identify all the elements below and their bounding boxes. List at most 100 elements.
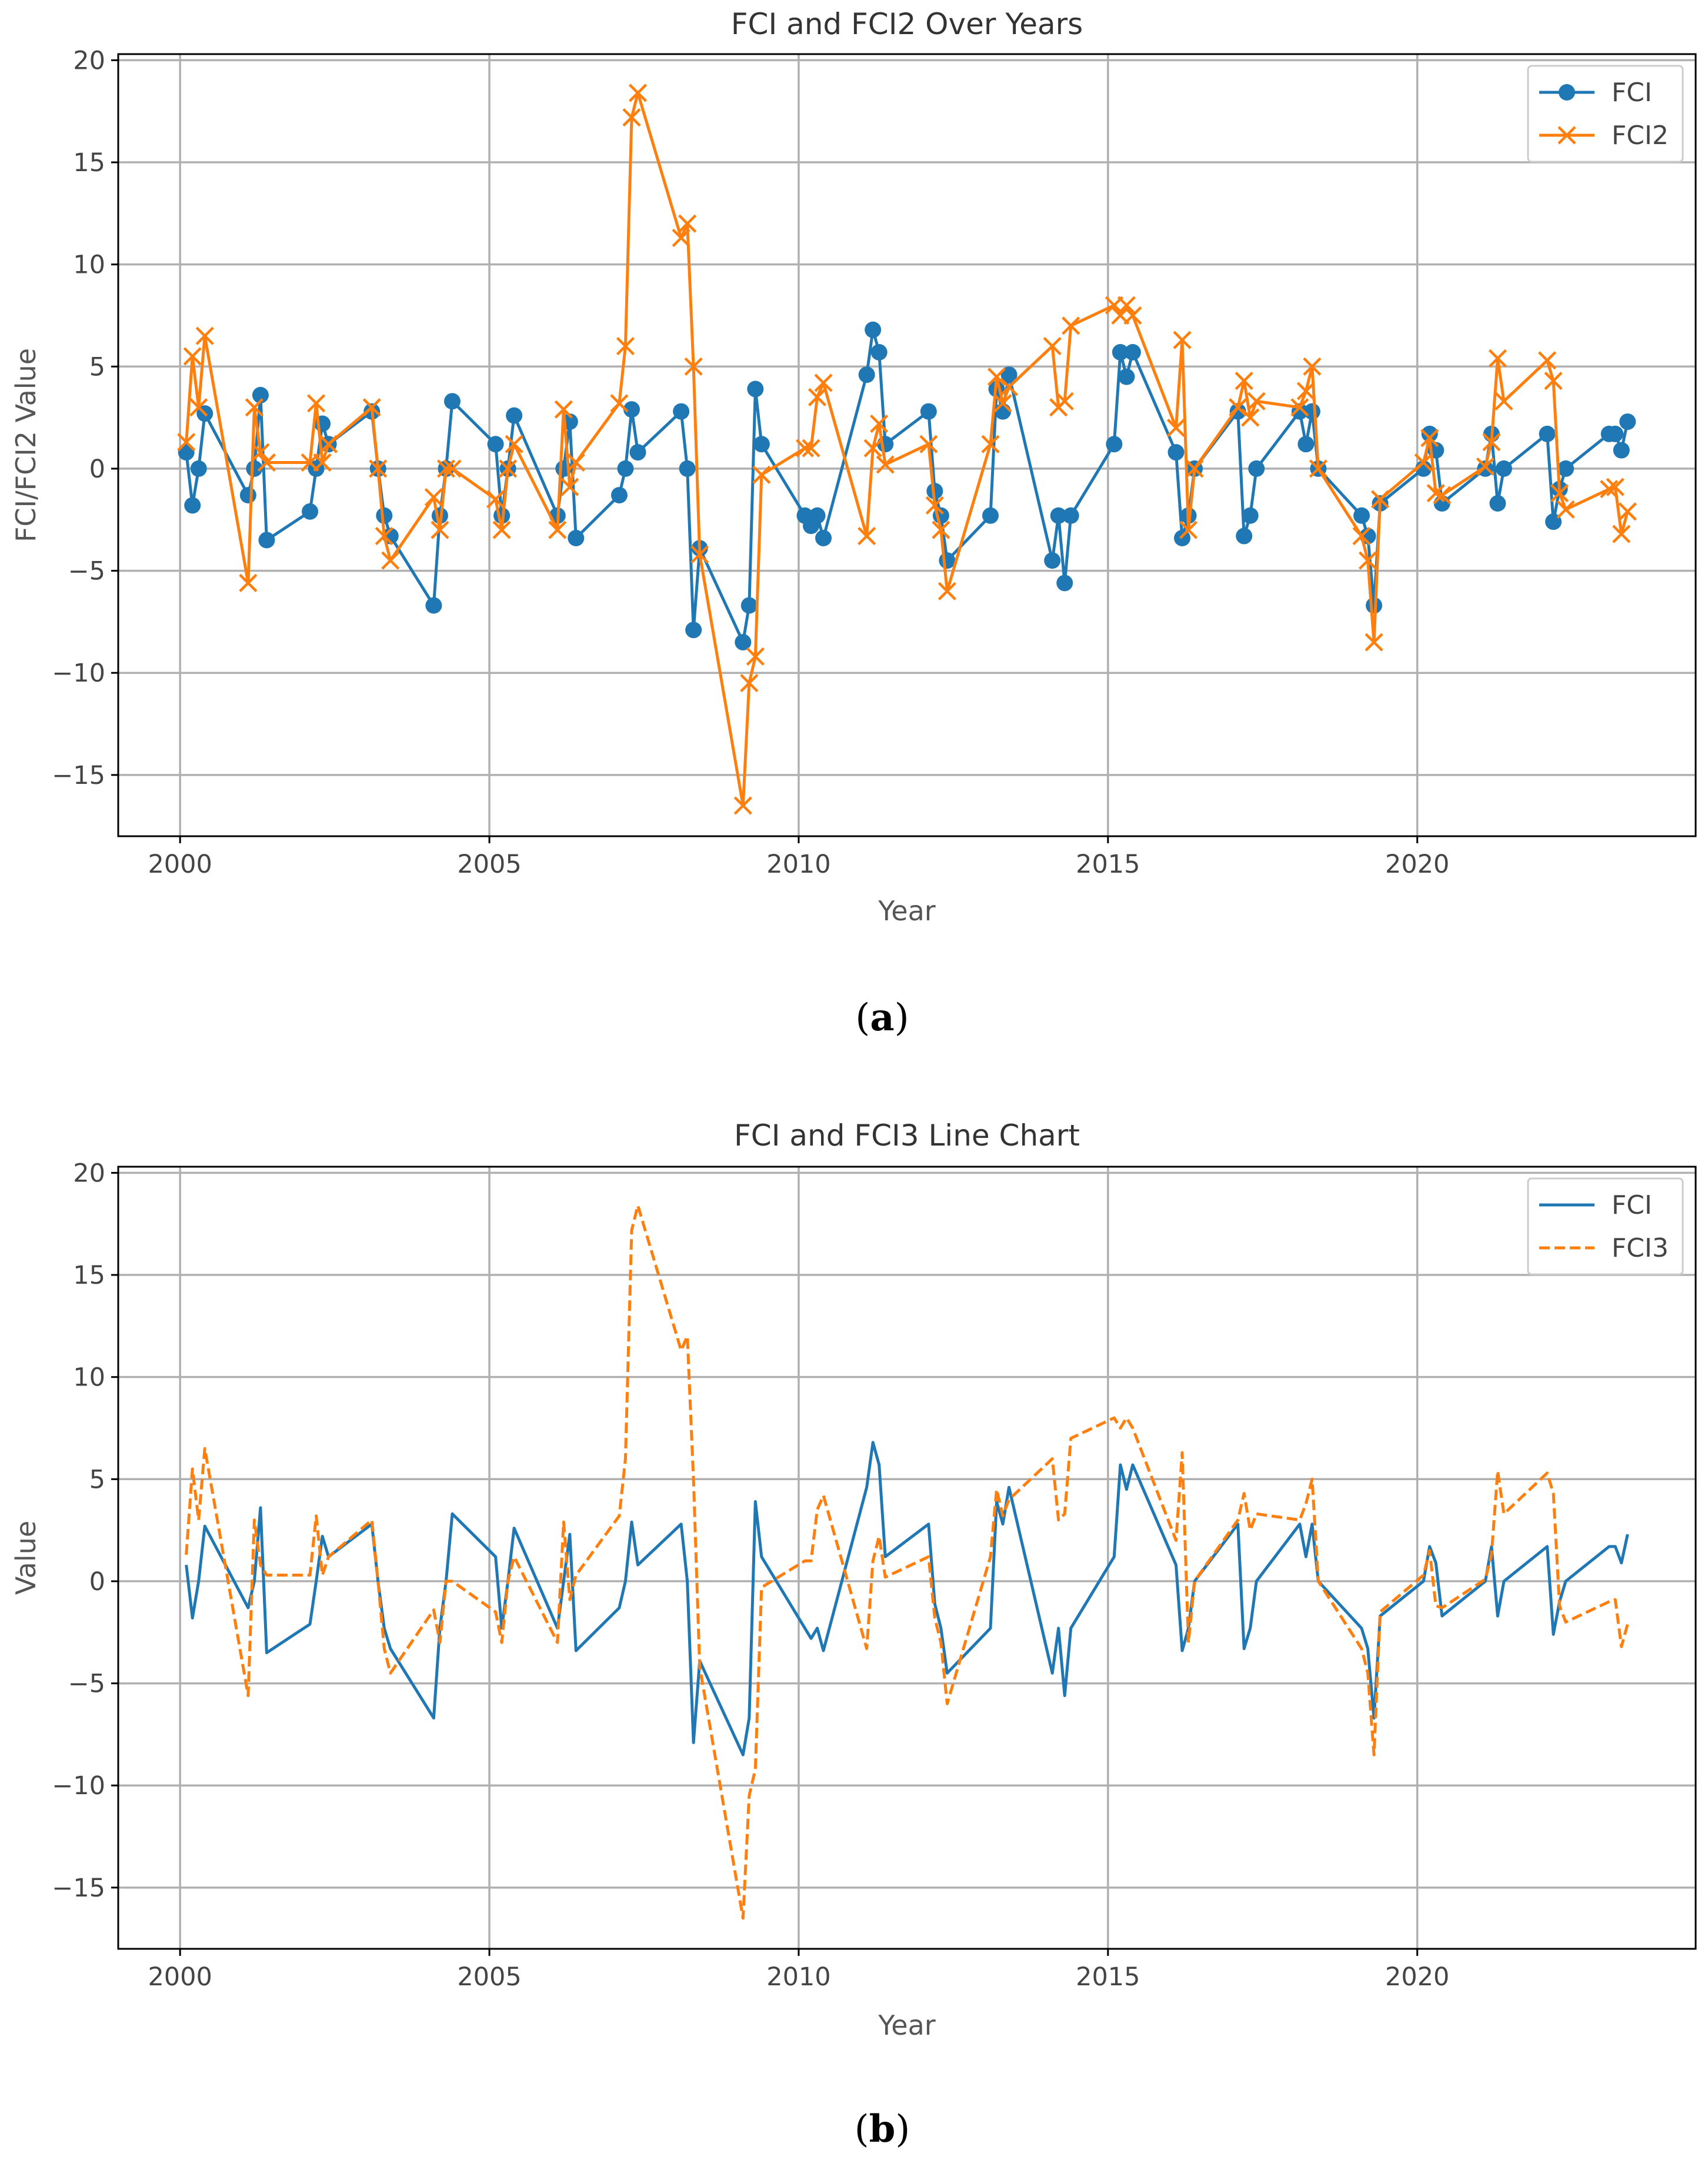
data-point-fci2 — [1235, 372, 1253, 390]
data-point-fci2 — [1612, 525, 1631, 543]
data-point-fci — [623, 401, 640, 418]
data-point-fci2 — [925, 496, 944, 515]
data-point-fci2 — [431, 520, 449, 539]
data-point-fci2 — [1290, 398, 1309, 417]
data-point-fci2 — [436, 459, 456, 478]
data-point-fci — [1174, 530, 1191, 547]
data-point-fci2 — [1229, 398, 1247, 417]
data-point-fci — [995, 403, 1012, 420]
data-point-fci2 — [684, 357, 703, 376]
y-tick-label: 5 — [89, 352, 105, 382]
data-point-fci2 — [375, 526, 393, 546]
x-tick-label: 2000 — [148, 1962, 212, 1992]
y-tick-label: −15 — [52, 1874, 105, 1903]
data-point-fci2 — [1365, 633, 1383, 652]
x-tick-label: 2020 — [1385, 850, 1449, 879]
data-point-fci2 — [690, 545, 709, 564]
data-point-fci2 — [987, 368, 1006, 386]
series-line-fci2 — [185, 91, 1629, 807]
data-point-fci2 — [1420, 429, 1439, 448]
data-point-fci2 — [672, 228, 690, 248]
data-point-fci2 — [443, 459, 462, 478]
data-point-fci2 — [795, 439, 815, 458]
x-axis-label: Year — [878, 2009, 935, 2041]
data-point-fci2 — [548, 520, 567, 539]
chart-title: FCI and FCI3 Line Chart — [734, 1118, 1080, 1153]
data-point-fci2 — [1185, 459, 1204, 478]
data-point-fci2 — [1606, 478, 1624, 496]
data-point-fci — [1477, 460, 1494, 477]
data-point-fci2 — [733, 796, 752, 815]
data-point-fci — [1167, 444, 1185, 461]
data-point-fci2 — [938, 582, 956, 600]
x-tick-label: 2010 — [766, 850, 830, 879]
data-point-fci2 — [492, 520, 511, 539]
data-point-fci2 — [1062, 316, 1080, 335]
data-point-fci — [1539, 425, 1556, 442]
data-point-fci2 — [1247, 392, 1266, 410]
data-point-fci2 — [183, 347, 202, 366]
plot-area — [185, 1204, 1629, 1920]
data-point-fci2 — [1166, 418, 1186, 438]
data-point-fci — [939, 552, 956, 569]
legend-marker-fci — [1559, 84, 1575, 101]
data-point-fci2 — [554, 400, 573, 419]
data-point-fci2 — [505, 435, 523, 453]
data-point-fci — [809, 507, 826, 524]
x-ticks: 2000 2005 2010 2015 2020 — [148, 1949, 1449, 1992]
data-point-fci — [1050, 507, 1067, 524]
data-point-fci2 — [993, 394, 1012, 413]
data-point-fci2 — [752, 465, 771, 484]
data-point-fci2 — [486, 490, 505, 509]
data-point-fci — [258, 532, 275, 549]
data-point-fci2 — [1055, 392, 1074, 410]
panel-b: FCI and FCI3 Line Chart −15 −10 −5 0 5 10 15 20… — [10, 1118, 1697, 2151]
data-point-fci — [425, 597, 442, 614]
plot-frame — [117, 1166, 1697, 1950]
x-tick-label: 2005 — [457, 850, 521, 879]
data-point-fci2 — [876, 455, 895, 474]
data-point-fci2 — [802, 439, 820, 458]
data-point-fci2 — [381, 551, 400, 570]
y-tick-label: 0 — [89, 455, 105, 484]
y-tick-label: −10 — [52, 659, 105, 688]
data-point-fci — [679, 460, 696, 477]
chart-title: FCI and FCI2 Over Years — [731, 7, 1083, 41]
data-point-fci — [190, 460, 207, 477]
data-point-fci2 — [919, 435, 938, 453]
data-point-fci2 — [1303, 357, 1322, 376]
data-point-fci — [376, 507, 393, 524]
data-point-fci — [1421, 425, 1438, 442]
y-tick-label: 15 — [73, 1261, 105, 1290]
data-point-fci — [1062, 507, 1079, 524]
y-tick-label: −5 — [68, 557, 105, 586]
x-tick-label: 2010 — [766, 1962, 830, 1992]
data-point-fci2 — [195, 326, 214, 345]
data-point-fci2 — [245, 398, 263, 417]
legend-label-fci3: FCI3 — [1612, 1233, 1669, 1263]
data-point-fci2 — [746, 647, 765, 666]
y-ticks: −15 −10 −5 0 5 10 15 20 — [52, 46, 118, 790]
y-tick-label: 15 — [73, 148, 105, 178]
data-point-fci2 — [1241, 408, 1260, 427]
y-tick-label: −10 — [52, 1771, 105, 1801]
data-point-fci — [920, 403, 937, 420]
plot-area — [177, 84, 1637, 815]
legend-label-fci2: FCI2 — [1612, 121, 1669, 151]
data-point-fci — [747, 380, 764, 398]
x-tick-label: 2005 — [457, 1962, 521, 1992]
data-point-fci2 — [1544, 372, 1563, 390]
data-point-fci — [487, 436, 504, 453]
data-point-fci — [870, 343, 888, 360]
data-point-fci — [617, 460, 634, 477]
y-tick-label: 20 — [73, 46, 105, 75]
data-point-fci2 — [1414, 453, 1433, 472]
y-tick-label: 5 — [89, 1465, 105, 1494]
x-tick-label: 2015 — [1076, 850, 1140, 879]
x-axis-label: Year — [878, 895, 935, 927]
series-line-fci3 — [185, 1204, 1629, 1920]
data-point-fci — [1236, 527, 1253, 545]
x-ticks: 2000 2005 2010 2015 2020 — [148, 836, 1449, 879]
legend-entry-fci3: FCI3 — [1539, 1233, 1669, 1263]
